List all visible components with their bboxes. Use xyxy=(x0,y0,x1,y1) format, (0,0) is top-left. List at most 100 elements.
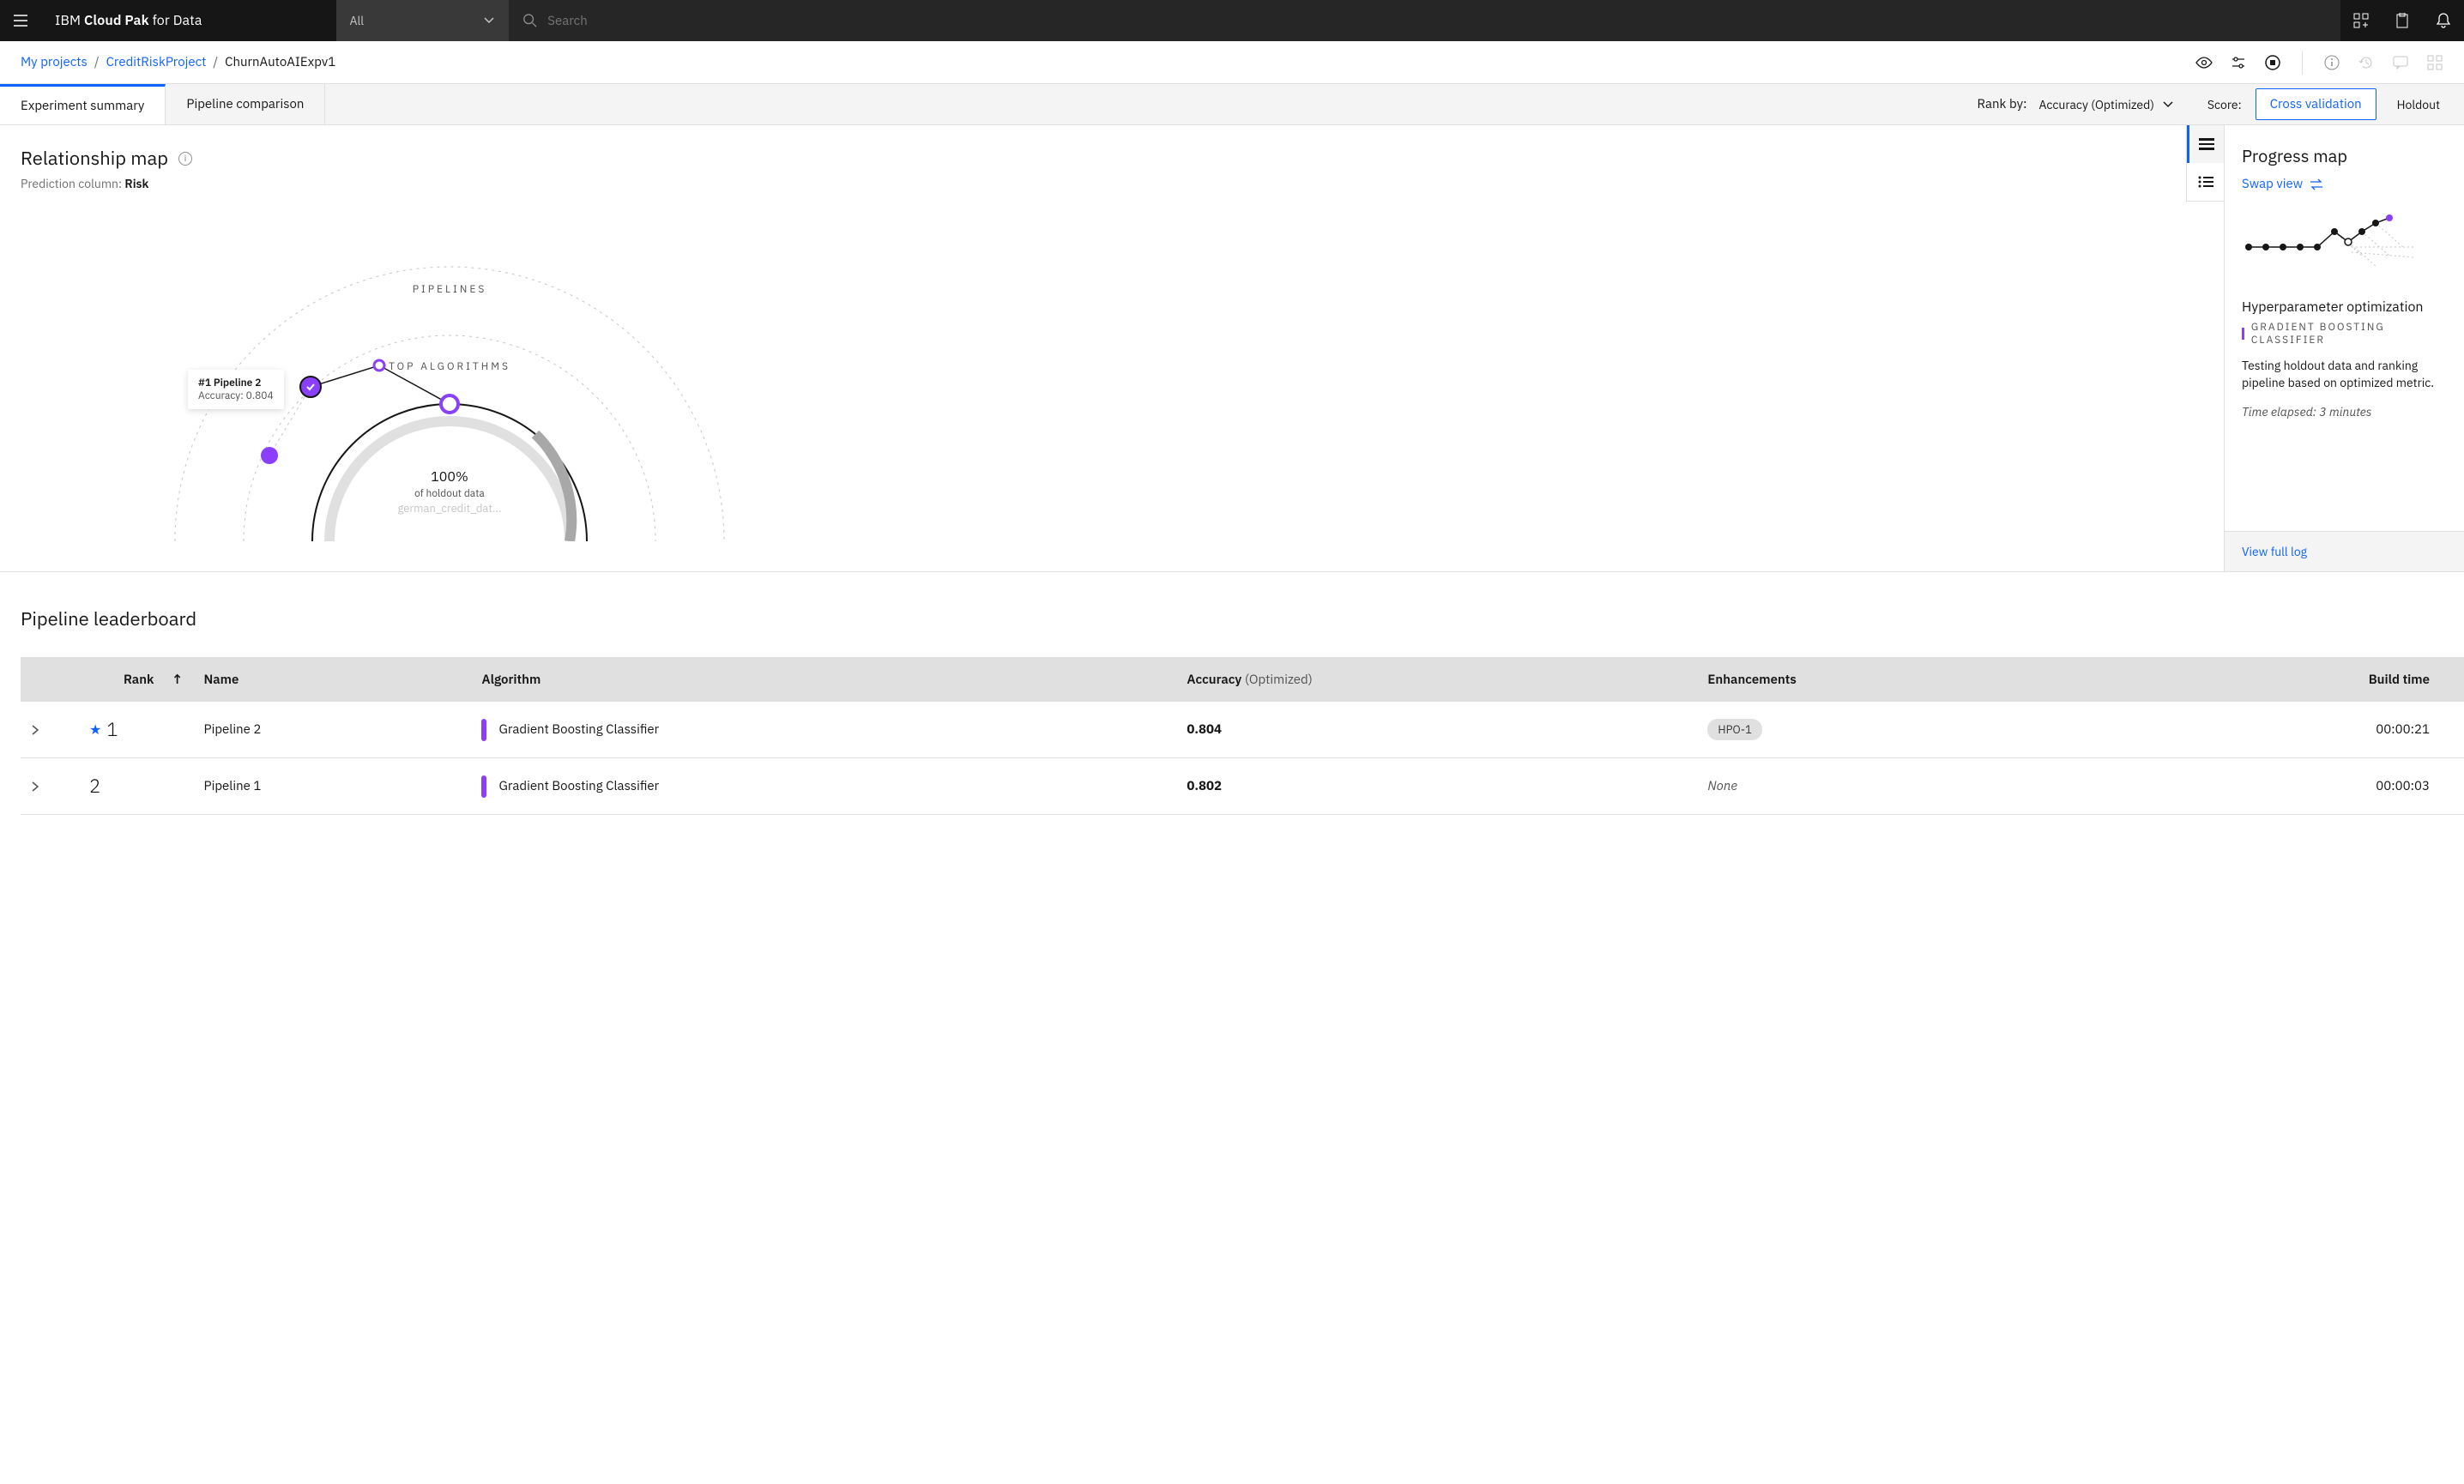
score-group: Score: Cross validation Holdout xyxy=(2190,84,2464,124)
stage-color-bar xyxy=(2242,328,2244,340)
stage-title: Hyperparameter optimization xyxy=(2242,299,2454,316)
rank-cell: ★1 xyxy=(55,702,193,758)
notifications-icon[interactable] xyxy=(2423,0,2464,41)
grid-icon[interactable] xyxy=(2426,54,2443,71)
brand-prefix: IBM xyxy=(55,12,84,29)
visibility-icon[interactable] xyxy=(2195,54,2213,71)
accuracy-cell: 0.802 xyxy=(1176,758,1697,815)
progress-stage: Hyperparameter optimization GRADIENT BOO… xyxy=(2242,299,2454,419)
hamburger-icon[interactable] xyxy=(0,0,41,41)
relationship-map-svg: 100% of holdout data german_credit_dat..… xyxy=(21,198,793,541)
swap-icon xyxy=(2310,178,2323,190)
expand-row-icon[interactable] xyxy=(21,758,55,815)
prediction-value: Risk xyxy=(124,176,148,191)
main-content: Relationship map i Prediction column: Ri… xyxy=(0,125,2464,571)
swap-view-label: Swap view xyxy=(2242,176,2303,192)
search-input[interactable] xyxy=(547,13,2327,29)
clipboard-icon[interactable] xyxy=(2382,0,2423,41)
prediction-line: Prediction column: Risk xyxy=(21,176,2224,191)
sub-header: My projects / CreditRiskProject / ChurnA… xyxy=(0,41,2464,84)
breadcrumb-current: ChurnAutoAIExpv1 xyxy=(225,54,335,70)
tab-experiment-summary[interactable]: Experiment summary xyxy=(0,84,166,124)
tab-pipeline-comparison[interactable]: Pipeline comparison xyxy=(166,84,325,124)
top-bar: IBM Cloud Pak for Data All xyxy=(0,0,2464,41)
col-rank[interactable]: Rank↑ xyxy=(55,657,193,702)
score-holdout[interactable]: Holdout xyxy=(2390,97,2447,112)
progress-title: Progress map xyxy=(2242,144,2454,167)
leaderboard-section: Pipeline leaderboard Rank↑ Name Algorith… xyxy=(0,571,2464,815)
prediction-label: Prediction column: xyxy=(21,176,124,191)
relationship-map-canvas: 100% of holdout data german_credit_dat..… xyxy=(21,198,2224,541)
score-label: Score: xyxy=(2207,97,2242,112)
accuracy-cell: 0.804 xyxy=(1176,702,1697,758)
center-percent: 100% xyxy=(431,468,468,486)
tooltip-title: #1 Pipeline 2 xyxy=(198,377,274,389)
top-algorithms-label: TOP ALGORITHMS xyxy=(389,360,510,373)
tabs-row: Experiment summary Pipeline comparison R… xyxy=(0,84,2464,125)
enhancements-cell: HPO-1 xyxy=(1697,702,2087,758)
chat-icon[interactable] xyxy=(2392,54,2409,71)
leaderboard-table: Rank↑ Name Algorithm Accuracy (Optimized… xyxy=(21,657,2464,815)
breadcrumb-sep: / xyxy=(213,54,218,70)
col-algorithm[interactable]: Algorithm xyxy=(471,657,1176,702)
filter-dropdown[interactable]: All xyxy=(336,0,508,41)
center-file: german_credit_dat... xyxy=(397,501,501,516)
time-elapsed: Time elapsed: 3 minutes xyxy=(2242,404,2454,419)
table-row[interactable]: 2Pipeline 1Gradient Boosting Classifier0… xyxy=(21,758,2464,815)
map-view-button[interactable] xyxy=(2187,125,2224,163)
algorithm-color-chip xyxy=(481,719,486,741)
enhancements-cell: None xyxy=(1697,758,2087,815)
col-name[interactable]: Name xyxy=(193,657,471,702)
col-accuracy[interactable]: Accuracy (Optimized) xyxy=(1176,657,1697,702)
progress-panel: Progress map Swap view Hyperparameter op… xyxy=(2224,125,2464,571)
swap-view-button[interactable]: Swap view xyxy=(2242,176,2454,192)
sort-asc-icon: ↑ xyxy=(171,671,183,688)
view-toggle xyxy=(2186,125,2224,202)
brand-bold: Cloud Pak xyxy=(84,12,149,29)
star-icon: ★ xyxy=(89,721,101,739)
rank-by-group: Rank by: Accuracy (Optimized) xyxy=(1960,84,2190,124)
brand-suffix: for Data xyxy=(149,12,202,29)
view-full-log-button[interactable]: View full log xyxy=(2225,531,2464,571)
tooltip-accuracy: Accuracy: 0.804 xyxy=(198,389,274,402)
name-cell: Pipeline 1 xyxy=(193,758,471,815)
name-cell: Pipeline 2 xyxy=(193,702,471,758)
col-expand xyxy=(21,657,55,702)
menu-icon xyxy=(12,12,29,29)
stop-icon[interactable] xyxy=(2264,54,2281,71)
build-time-cell: 00:00:21 xyxy=(2087,702,2464,758)
brand-title: IBM Cloud Pak for Data xyxy=(41,12,216,29)
pipeline-tooltip: #1 Pipeline 2 Accuracy: 0.804 xyxy=(188,370,284,409)
algorithm-color-chip xyxy=(481,775,486,798)
app-switcher-icon[interactable] xyxy=(2340,0,2382,41)
stage-subtitle: GRADIENT BOOSTING CLASSIFIER xyxy=(2251,321,2454,347)
breadcrumb-project[interactable]: CreditRiskProject xyxy=(106,54,207,70)
col-enhancements[interactable]: Enhancements xyxy=(1697,657,2087,702)
settings-icon[interactable] xyxy=(2230,54,2247,71)
chevron-down-icon xyxy=(484,17,494,24)
subhead-actions xyxy=(2195,51,2443,75)
search-icon xyxy=(522,13,538,28)
relationship-map-panel: Relationship map i Prediction column: Ri… xyxy=(0,125,2224,571)
list-view-button[interactable] xyxy=(2187,163,2224,201)
chevron-down-icon xyxy=(2163,101,2173,108)
algorithm-cell: Gradient Boosting Classifier xyxy=(471,702,1176,758)
breadcrumb-root[interactable]: My projects xyxy=(21,54,88,70)
rank-by-select[interactable]: Accuracy (Optimized) xyxy=(2038,97,2172,112)
expand-row-icon[interactable] xyxy=(21,702,55,758)
history-icon[interactable] xyxy=(2358,54,2375,71)
info-icon[interactable] xyxy=(2323,54,2340,71)
rank-cell: 2 xyxy=(55,758,193,815)
score-cross-validation[interactable]: Cross validation xyxy=(2256,88,2376,120)
relationship-map-title: Relationship map xyxy=(21,146,168,171)
algorithm-cell: Gradient Boosting Classifier xyxy=(471,758,1176,815)
info-icon[interactable]: i xyxy=(178,152,192,166)
filter-label: All xyxy=(350,13,365,28)
pipelines-label: PIPELINES xyxy=(413,283,487,296)
search-box[interactable] xyxy=(508,0,2340,41)
build-time-cell: 00:00:03 xyxy=(2087,758,2464,815)
col-build-time[interactable]: Build time xyxy=(2087,657,2464,702)
top-icons xyxy=(2340,0,2464,41)
table-row[interactable]: ★1Pipeline 2Gradient Boosting Classifier… xyxy=(21,702,2464,758)
leaderboard-title: Pipeline leaderboard xyxy=(21,606,2464,631)
